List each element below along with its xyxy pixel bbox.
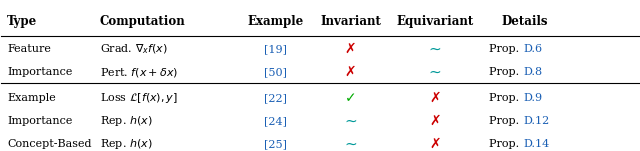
Text: Example: Example [247, 15, 303, 28]
Text: [19]: [19] [264, 44, 287, 54]
Text: Feature: Feature [7, 44, 51, 54]
Text: Computation: Computation [100, 15, 186, 28]
Text: Rep. $h(x)$: Rep. $h(x)$ [100, 114, 152, 128]
Text: D.6: D.6 [523, 44, 542, 54]
Text: [24]: [24] [264, 116, 287, 126]
Text: Details: Details [501, 15, 548, 28]
Text: ∼: ∼ [429, 64, 442, 80]
Text: ∼: ∼ [429, 42, 442, 57]
Text: ✗: ✗ [429, 137, 441, 151]
Text: Type: Type [7, 15, 37, 28]
Text: ✓: ✓ [345, 91, 356, 105]
Text: [22]: [22] [264, 93, 287, 103]
Text: Importance: Importance [7, 67, 72, 77]
Text: Grad. $\nabla_x f(x)$: Grad. $\nabla_x f(x)$ [100, 42, 168, 56]
Text: Prop.: Prop. [489, 67, 523, 77]
Text: Rep. $h(x)$: Rep. $h(x)$ [100, 137, 152, 151]
Text: Prop.: Prop. [489, 139, 523, 149]
Text: [25]: [25] [264, 139, 287, 149]
Text: Importance: Importance [7, 116, 72, 126]
Text: Concept-Based: Concept-Based [7, 139, 92, 149]
Text: ✗: ✗ [429, 91, 441, 105]
Text: Loss $\mathcal{L}[f(x),y]$: Loss $\mathcal{L}[f(x),y]$ [100, 91, 178, 105]
Text: ✗: ✗ [429, 114, 441, 128]
Text: ∼: ∼ [344, 114, 357, 129]
Text: D.12: D.12 [523, 116, 549, 126]
Text: Prop.: Prop. [489, 116, 523, 126]
Text: Pert. $f(x + \delta x)$: Pert. $f(x + \delta x)$ [100, 66, 178, 79]
Text: D.14: D.14 [523, 139, 549, 149]
Text: Example: Example [7, 93, 56, 103]
Text: ∼: ∼ [344, 137, 357, 151]
Text: Invariant: Invariant [320, 15, 381, 28]
Text: ✗: ✗ [345, 65, 356, 79]
Text: ✗: ✗ [345, 42, 356, 56]
Text: D.9: D.9 [523, 93, 542, 103]
Text: D.8: D.8 [523, 67, 542, 77]
Text: [50]: [50] [264, 67, 287, 77]
Text: Prop.: Prop. [489, 44, 523, 54]
Text: Equivariant: Equivariant [396, 15, 474, 28]
Text: Prop.: Prop. [489, 93, 523, 103]
